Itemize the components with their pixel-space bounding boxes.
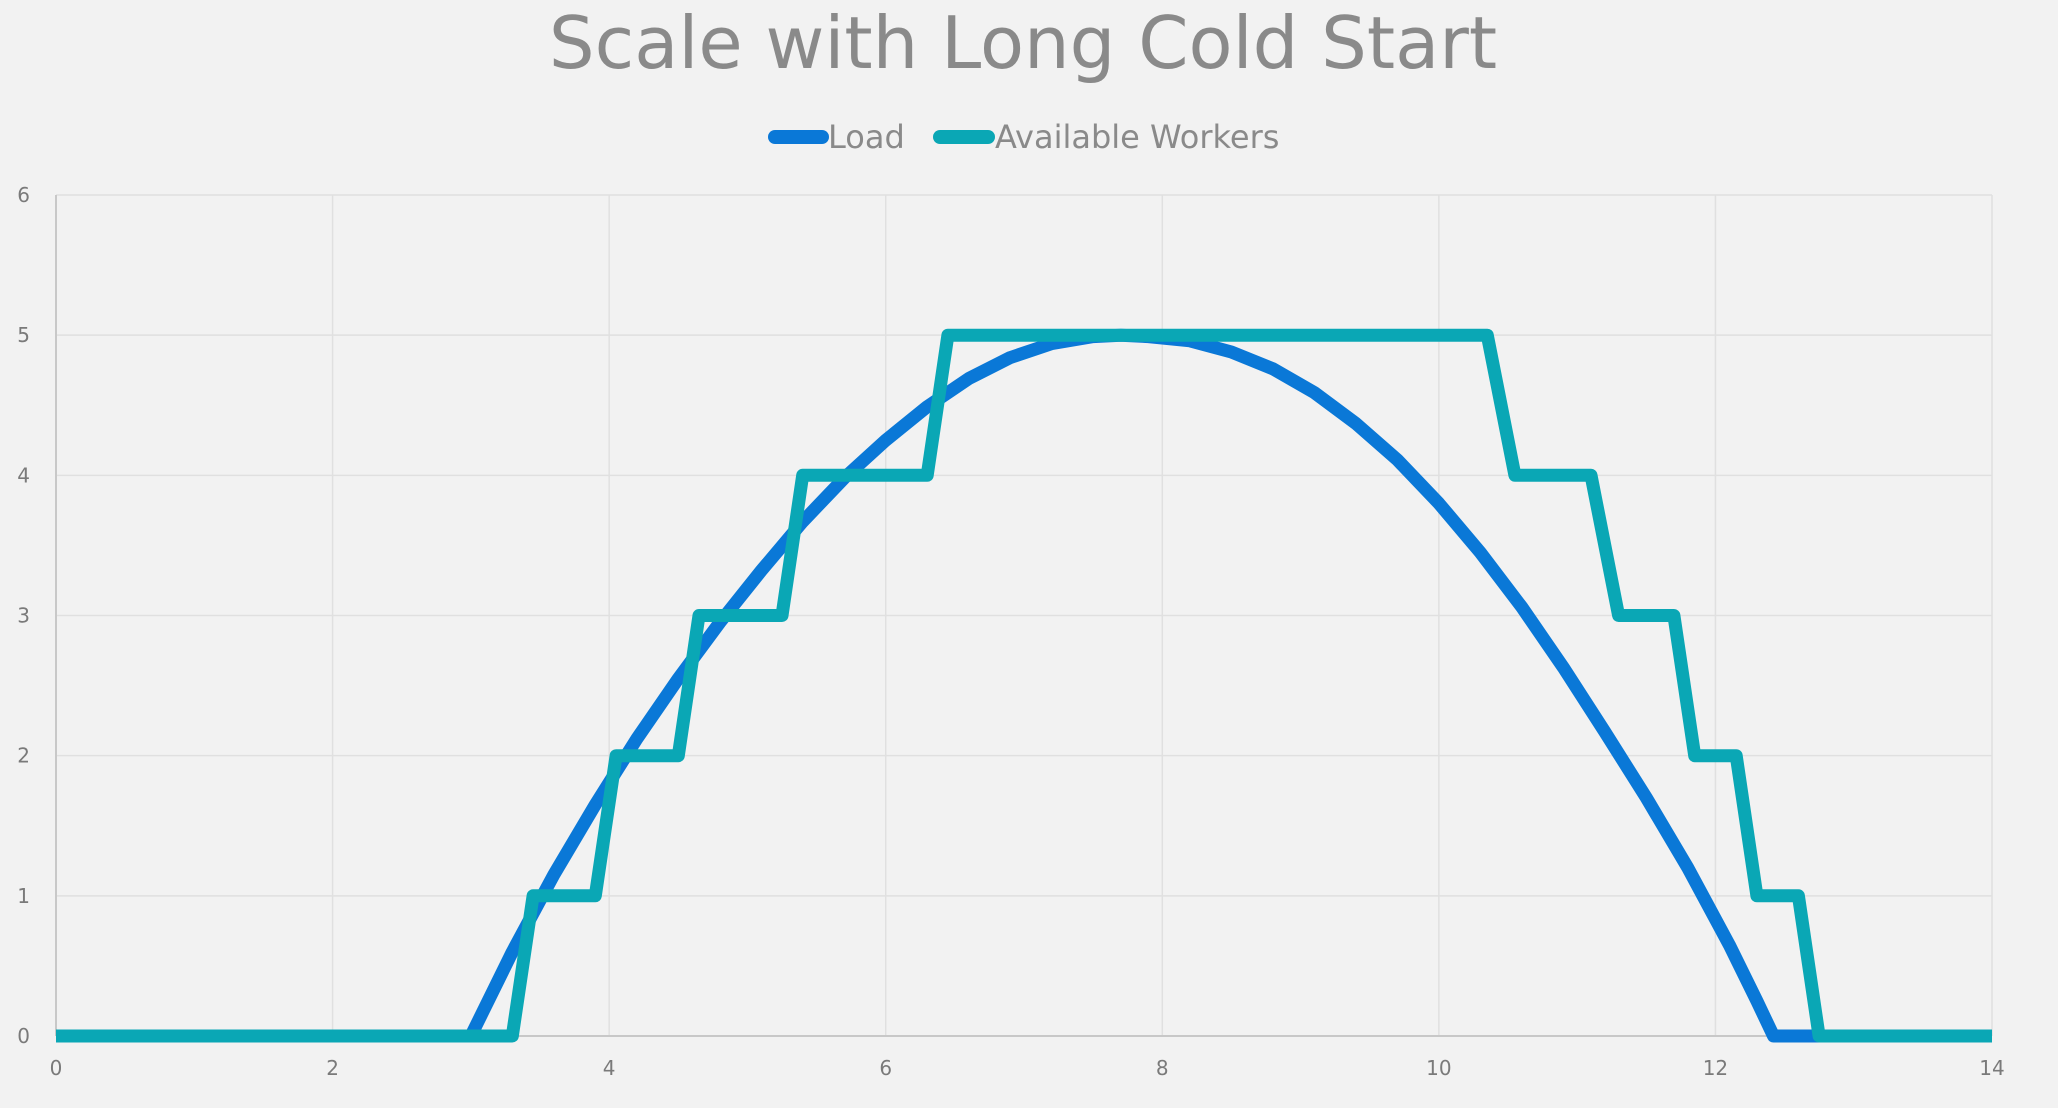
grid xyxy=(56,194,1993,1036)
series-lines xyxy=(56,328,1992,1043)
y-tick-label: 4 xyxy=(17,463,30,487)
legend-label-available-workers: Available Workers xyxy=(995,118,1279,156)
x-tick-label: 8 xyxy=(1156,1056,1169,1080)
x-tick-label: 0 xyxy=(50,1056,63,1080)
x-tick-label: 12 xyxy=(1703,1056,1728,1080)
chart-title: Scale with Long Cold Start xyxy=(549,1,1497,85)
y-tick-label: 2 xyxy=(17,744,30,768)
y-tick-label: 1 xyxy=(17,884,30,908)
legend-label-load: Load xyxy=(828,118,905,156)
series-line-available-workers xyxy=(56,328,1992,1043)
x-tick-label: 14 xyxy=(1979,1056,2004,1080)
y-tick-label: 5 xyxy=(17,323,30,347)
x-tick-label: 2 xyxy=(326,1056,339,1080)
legend: Load Available Workers xyxy=(768,118,1279,156)
y-tick-label: 3 xyxy=(17,604,30,628)
y-tick-label: 6 xyxy=(17,183,30,207)
x-tick-label: 6 xyxy=(879,1056,892,1080)
x-tick-label: 4 xyxy=(603,1056,616,1080)
y-tick-label: 0 xyxy=(17,1024,30,1048)
x-tick-label: 10 xyxy=(1426,1056,1451,1080)
